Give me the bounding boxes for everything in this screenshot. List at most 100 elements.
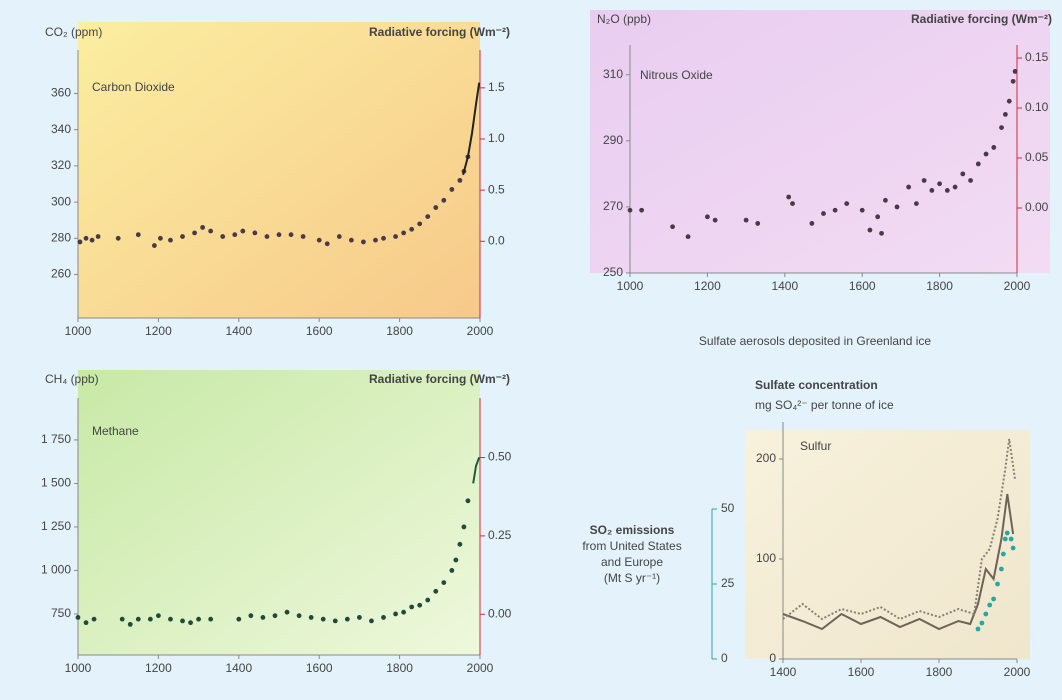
data-line: [472, 456, 481, 484]
data-point: [248, 613, 254, 619]
data-point: [1010, 545, 1016, 551]
data-point: [200, 225, 206, 230]
x-tick-label: 1400: [225, 324, 252, 338]
y-axis-label: CO₂ (ppm): [45, 25, 102, 39]
data-point: [288, 232, 294, 238]
y-tick-label: 320: [51, 158, 71, 172]
data-point: [320, 616, 326, 622]
data-point: [1002, 111, 1008, 117]
data-point: [240, 228, 246, 234]
data-point: [441, 580, 447, 586]
data-point: [401, 230, 407, 236]
data-point: [260, 615, 266, 620]
data-point: [348, 237, 354, 243]
data-point: [433, 588, 439, 594]
x-tick-label: 2000: [467, 661, 494, 675]
data-point: [743, 217, 749, 223]
x-tick-label: 1800: [386, 324, 413, 338]
y-tick-label: 200: [756, 451, 776, 465]
x-tick-label: 1800: [926, 279, 953, 293]
data-point: [786, 194, 792, 200]
data-point: [991, 145, 997, 150]
data-point: [1000, 551, 1006, 557]
data-point: [465, 498, 471, 504]
data-point: [393, 611, 398, 617]
data-point: [844, 201, 850, 207]
data-point: [991, 596, 996, 602]
data-point: [127, 621, 133, 627]
data-point: [264, 234, 270, 239]
y2-tick-label: 0.25: [488, 528, 512, 542]
data-point: [913, 201, 919, 207]
y-tick-label: 360: [51, 86, 71, 100]
y-tick-label: 1 500: [41, 476, 71, 490]
data-point: [192, 230, 197, 236]
x-tick-label: 1200: [145, 661, 172, 675]
data-point: [75, 615, 81, 620]
data-point: [983, 611, 989, 617]
y-tick-label: 280: [51, 230, 71, 244]
data-point: [968, 178, 973, 183]
data-point: [393, 234, 398, 239]
data-point: [894, 204, 900, 210]
y-tick-label: 1 750: [41, 432, 71, 446]
x-tick-label: 1800: [926, 665, 953, 679]
y-tick-label: 1 000: [41, 563, 71, 577]
data-point: [937, 181, 942, 187]
y-tick-label: 300: [51, 194, 71, 208]
y2-axis-label: and Europe: [601, 555, 663, 569]
y2-tick-label: 0.50: [488, 450, 512, 464]
data-point: [999, 125, 1004, 131]
data-point: [1006, 98, 1012, 104]
y2-tick-label: 0: [721, 651, 728, 665]
panel-background: [78, 22, 480, 318]
y-axis-label: N₂O (ppb): [597, 12, 651, 26]
data-point: [457, 177, 463, 183]
data-point: [875, 214, 881, 220]
data-point: [979, 620, 985, 626]
data-point: [168, 237, 173, 243]
x-tick-label: 1400: [771, 279, 798, 293]
data-point: [987, 602, 993, 608]
y-tick-label: 290: [603, 133, 623, 147]
data-point: [1010, 78, 1016, 84]
data-point: [276, 232, 282, 238]
data-point: [220, 234, 226, 239]
y2-tick-label: 1.0: [488, 131, 505, 145]
data-point: [236, 616, 242, 622]
data-point: [180, 618, 185, 624]
data-point: [685, 234, 691, 240]
data-point: [83, 620, 89, 626]
data-point: [425, 214, 431, 219]
data-point: [409, 604, 415, 610]
data-point: [449, 568, 455, 573]
data-point: [627, 207, 633, 213]
data-point: [975, 161, 981, 167]
y-axis-label: CH₄ (ppb): [45, 372, 99, 386]
data-point: [999, 566, 1004, 572]
data-point: [91, 616, 97, 622]
y2-tick-label: 0.5: [488, 182, 505, 196]
x-tick-label: 1000: [65, 324, 92, 338]
data-point: [188, 620, 193, 626]
data-point: [324, 241, 330, 247]
data-point: [441, 197, 447, 203]
panel-background: [745, 430, 1030, 659]
data-point: [151, 243, 157, 248]
x-tick-label: 2000: [1004, 279, 1031, 293]
x-tick-label: 1800: [386, 661, 413, 675]
data-line: [782, 493, 1015, 631]
data-line: [782, 438, 1016, 621]
data-point: [115, 235, 121, 241]
x-tick-label: 1200: [145, 324, 172, 338]
y-tick-label: 0: [769, 651, 776, 665]
y2-tick-label: 25: [721, 576, 735, 590]
y-tick-label: 1 250: [41, 519, 71, 533]
y2-axis-label: Radiative forcing (Wm⁻²): [369, 372, 510, 386]
data-point: [639, 207, 645, 213]
data-point: [417, 602, 423, 608]
y2-tick-label: 0.15: [1025, 50, 1049, 64]
data-point: [983, 151, 989, 157]
data-point: [453, 557, 459, 563]
